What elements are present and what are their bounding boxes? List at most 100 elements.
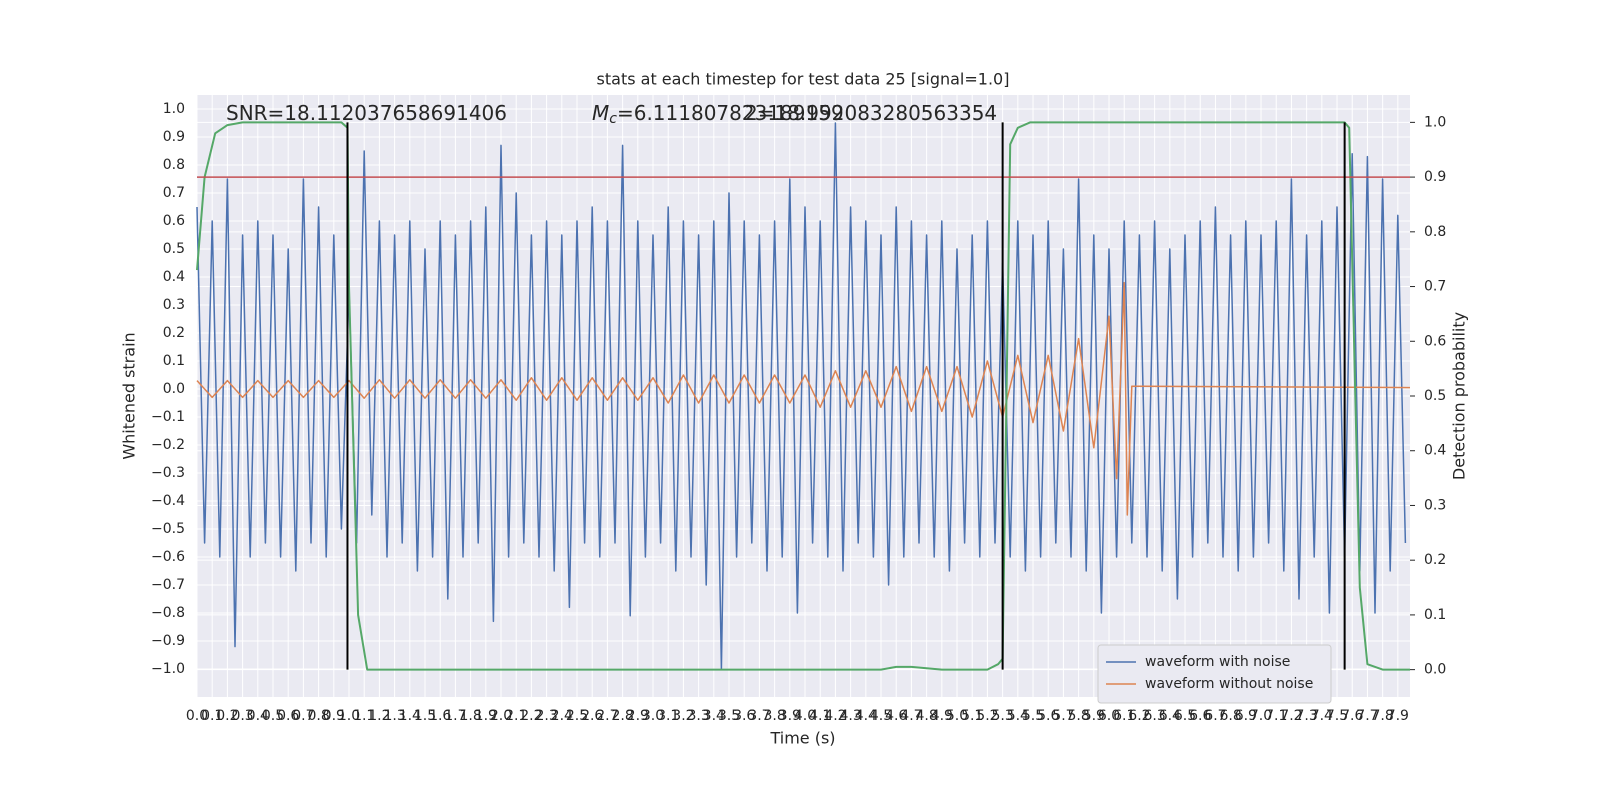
y-tick-label: −0.2: [151, 437, 185, 453]
y-tick-label: −0.8: [151, 605, 185, 621]
y2-tick-label: 0.9: [1424, 169, 1446, 185]
annotation: 2=18.992083280563354: [745, 101, 997, 125]
x-tick-label: 3.7: [748, 708, 770, 724]
x-tick-label: 4.6: [885, 708, 907, 724]
x-tick-label: 2.1: [505, 708, 527, 724]
y-tick-label: 0.9: [163, 129, 185, 145]
x-tick-label: 0.4: [247, 708, 269, 724]
y-tick-label: −1.0: [151, 661, 185, 677]
y2-tick-label: 0.7: [1424, 279, 1446, 295]
series-line: [196, 281, 1411, 516]
x-tick-label: 2.2: [520, 708, 542, 724]
x-tick-label: 1.2: [368, 708, 390, 724]
x-tick-label: 3.4: [703, 708, 725, 724]
x-tick-label: 7.8: [1372, 708, 1394, 724]
x-tick-label: 6.4: [1159, 708, 1181, 724]
x-tick-label: 2.8: [611, 708, 633, 724]
x-tick-label: 3.3: [687, 708, 709, 724]
y-tick-label: 0.5: [163, 241, 185, 257]
x-tick-label: 2.6: [581, 708, 603, 724]
x-tick-label: 3.0: [642, 708, 664, 724]
x-tick-label: 2.7: [596, 708, 618, 724]
x-tick-label: 6.8: [1220, 708, 1242, 724]
x-tick-label: 7.4: [1311, 708, 1333, 724]
x-tick-label: 3.8: [763, 708, 785, 724]
x-axis-label: Time (s): [769, 729, 835, 748]
x-tick-label: 4.5: [870, 708, 892, 724]
x-tick-label: 1.5: [414, 708, 436, 724]
y-tick-label: 0.8: [163, 157, 185, 173]
x-tick-label: 6.2: [1128, 708, 1150, 724]
x-tick-label: 6.5: [1174, 708, 1196, 724]
x-tick-label: 4.7: [900, 708, 922, 724]
x-tick-label: 5.4: [1007, 708, 1029, 724]
series-line: [196, 121, 1410, 671]
y2-axis-label: Detection probability: [1450, 312, 1469, 480]
x-tick-label: 7.2: [1280, 708, 1302, 724]
x-tick-label: 4.3: [839, 708, 861, 724]
y-tick-label: −0.1: [151, 409, 185, 425]
y2-tick-label: 0.3: [1424, 497, 1446, 513]
y-tick-label: 0.2: [163, 325, 185, 341]
y2-tick-label: 0.5: [1424, 388, 1446, 404]
x-tick-label: 6.7: [1204, 708, 1226, 724]
x-tick-label: 7.1: [1265, 708, 1287, 724]
x-tick-label: 0.0: [186, 708, 208, 724]
y-tick-label: −0.3: [151, 465, 185, 481]
x-tick-label: 5.3: [991, 708, 1013, 724]
x-tick-label: 7.7: [1356, 708, 1378, 724]
x-tick-label: 3.9: [779, 708, 801, 724]
legend-box: [1097, 644, 1332, 704]
x-tick-label: 4.9: [931, 708, 953, 724]
y-tick-label: 0.7: [163, 185, 185, 201]
y-tick-label: 0.0: [163, 381, 185, 397]
x-tick-label: 3.6: [733, 708, 755, 724]
x-tick-label: 2.3: [535, 708, 557, 724]
annotation: SNR=18.112037658691406: [226, 101, 507, 125]
x-tick-label: 0.2: [216, 708, 238, 724]
annotation-subscript: c: [609, 111, 617, 127]
x-tick-label: 5.9: [1083, 708, 1105, 724]
x-tick-label: 5.1: [961, 708, 983, 724]
x-tick-label: 7.0: [1250, 708, 1272, 724]
x-tick-label: 0.5: [262, 708, 284, 724]
x-tick-label: 4.8: [915, 708, 937, 724]
y-tick-label: 1.0: [163, 101, 185, 117]
y2-tick-label: 1.0: [1424, 114, 1446, 130]
y-tick-label: 0.4: [163, 269, 185, 285]
y-tick-label: 0.6: [163, 213, 185, 229]
x-tick-label: 1.0: [338, 708, 360, 724]
x-tick-label: 6.3: [1143, 708, 1165, 724]
x-tick-label: 4.2: [824, 708, 846, 724]
x-tick-label: 1.6: [429, 708, 451, 724]
annotation-symbol: M: [592, 101, 609, 125]
x-tick-label: 2.0: [490, 708, 512, 724]
x-tick-label: 0.9: [323, 708, 345, 724]
x-tick-label: 1.9: [475, 708, 497, 724]
y2-tick-label: 0.4: [1424, 443, 1446, 459]
x-tick-label: 1.1: [353, 708, 375, 724]
x-tick-label: 6.9: [1235, 708, 1257, 724]
x-tick-label: 0.3: [231, 708, 253, 724]
x-tick-label: 0.6: [277, 708, 299, 724]
x-tick-label: 3.5: [718, 708, 740, 724]
x-tick-label: 0.8: [307, 708, 329, 724]
annotation-text: =6.111807823189159: [617, 101, 844, 125]
x-tick-label: 4.0: [794, 708, 816, 724]
y-tick-label: 0.1: [163, 353, 185, 369]
y-tick-label: −0.7: [151, 577, 185, 593]
annotation: Mc=6.111807823189159: [592, 101, 844, 128]
y-tick-label: −0.6: [151, 549, 185, 565]
y2-tick-label: 0.8: [1424, 224, 1446, 240]
x-tick-label: 1.7: [444, 708, 466, 724]
series-line: [196, 122, 1407, 670]
y-tick-label: −0.4: [151, 493, 185, 509]
x-tick-label: 5.7: [1052, 708, 1074, 724]
x-tick-label: 6.1: [1113, 708, 1135, 724]
x-tick-label: 3.2: [672, 708, 694, 724]
y2-tick-label: 0.2: [1424, 552, 1446, 568]
y-tick-label: −0.5: [151, 521, 185, 537]
x-tick-label: 5.5: [1022, 708, 1044, 724]
legend-label: waveform without noise: [1145, 676, 1313, 692]
x-tick-label: 4.1: [809, 708, 831, 724]
